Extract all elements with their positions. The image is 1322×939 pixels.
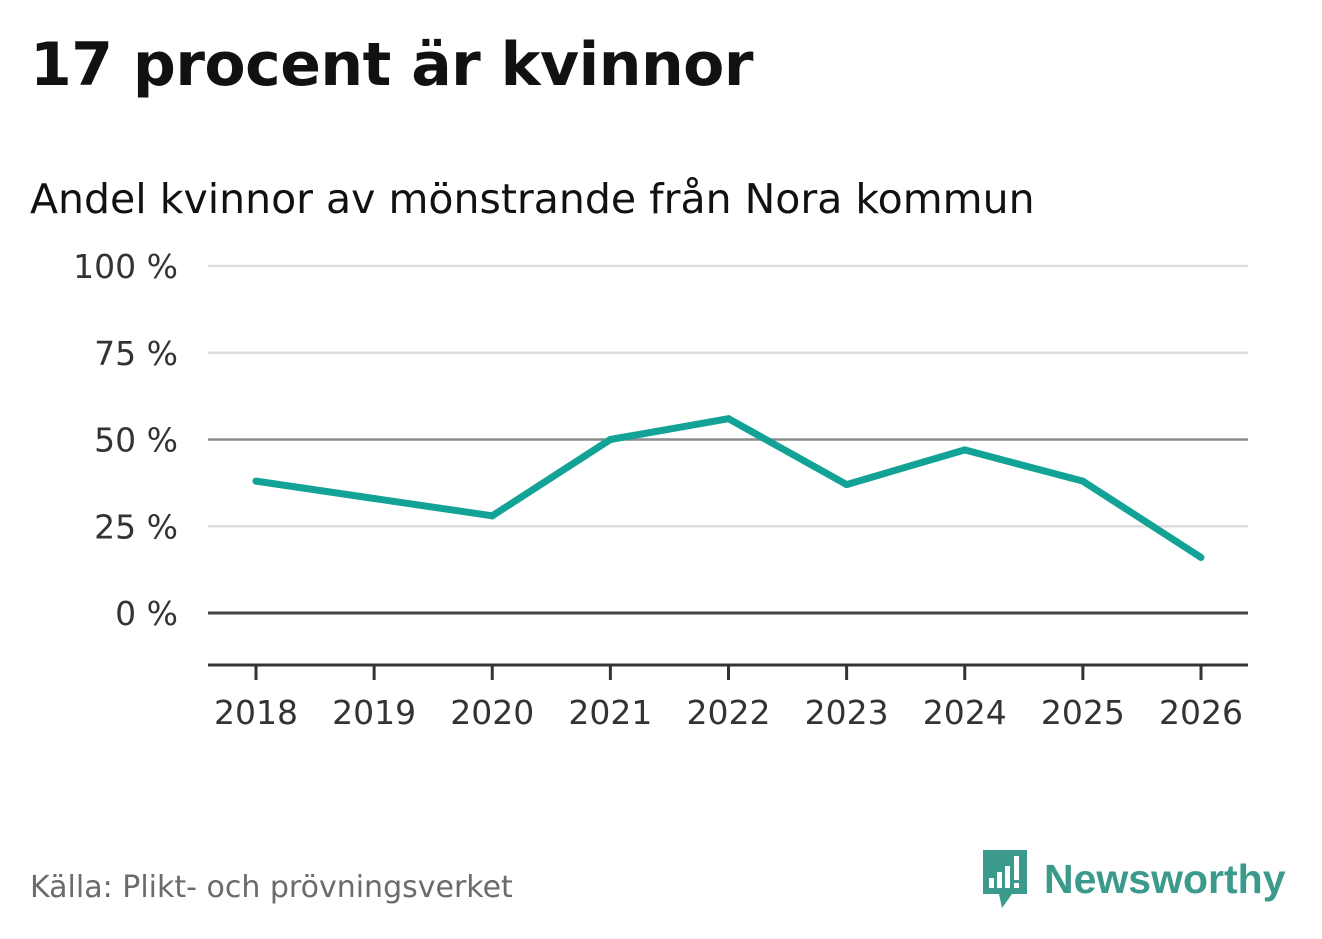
x-tick-label-2021: 2021	[568, 693, 652, 732]
y-tick-label-0: 0 %	[115, 594, 178, 633]
x-tick-label-2022: 2022	[687, 693, 771, 732]
data-point-2024	[961, 446, 969, 454]
y-tick-label-50: 50 %	[94, 421, 178, 460]
x-tick-label-2025: 2025	[1041, 693, 1125, 732]
source-note: Källa: Plikt- och prövningsverket	[30, 870, 513, 905]
data-point-2026	[1197, 553, 1205, 561]
data-point-2018	[252, 477, 260, 485]
data-point-2019	[370, 494, 378, 502]
data-point-2022	[725, 415, 732, 423]
data-point-2020	[488, 512, 496, 520]
brand-name: Newsworthy	[1044, 855, 1286, 902]
brand-logo: Newsworthy	[980, 848, 1286, 910]
y-tick-label-75: 75 %	[94, 334, 178, 373]
newsworthy-logo-icon	[983, 850, 1027, 908]
data-point-2023	[843, 481, 851, 489]
chart-title: 17 procent är kvinnor	[30, 30, 753, 100]
x-tick-label-2018: 2018	[214, 693, 298, 732]
x-tick-label-2019: 2019	[332, 693, 416, 732]
x-tick-label-2026: 2026	[1159, 693, 1243, 732]
y-tick-label-100: 100 %	[73, 247, 178, 286]
y-tick-label-25: 25 %	[94, 507, 178, 546]
x-tick-label-2023: 2023	[805, 693, 889, 732]
data-point-2021	[606, 436, 614, 443]
x-tick-label-2020: 2020	[450, 693, 534, 732]
data-point-2025	[1079, 477, 1087, 485]
x-tick-label-2024: 2024	[923, 693, 1007, 732]
chart-subtitle: Andel kvinnor av mönstrande från Nora ko…	[30, 175, 1035, 223]
